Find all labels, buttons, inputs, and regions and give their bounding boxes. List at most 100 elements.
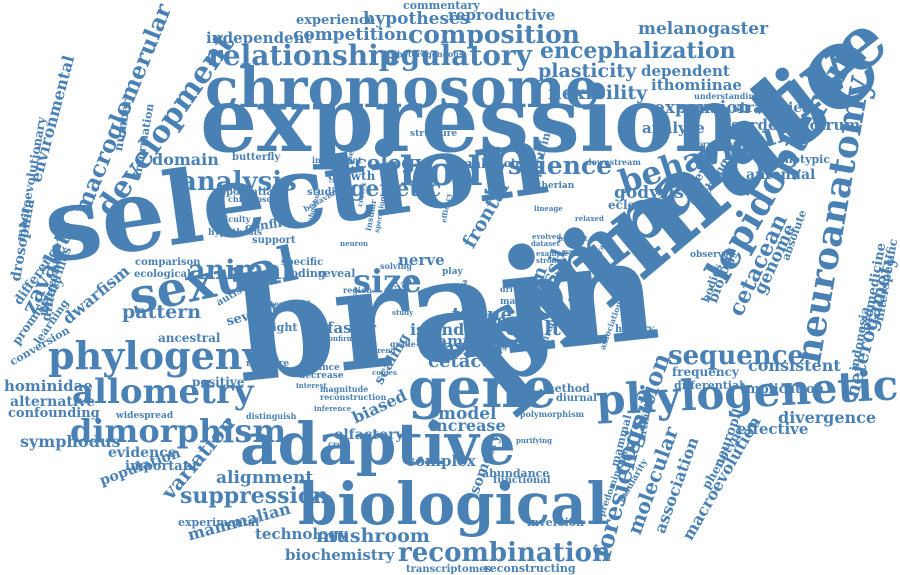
cloud-word-science: science <box>508 151 613 180</box>
cloud-word-alternative: alternative <box>10 394 96 410</box>
cloud-word-consistent: consistent <box>748 356 841 375</box>
cloud-word-disorder: disorder <box>715 116 786 134</box>
cloud-word-method: method <box>543 382 590 395</box>
cloud-word-example: example <box>536 249 569 258</box>
cloud-word-dimorphism: dimorphism <box>70 412 287 450</box>
cloud-word-antennal: antennal <box>746 167 816 183</box>
cloud-word-abundance: abundance <box>482 467 550 480</box>
cloud-word-faster: faster <box>327 319 376 337</box>
cloud-word-specific: specific <box>281 257 324 268</box>
cloud-word-reconstructing: reconstructing <box>484 562 576 575</box>
cloud-word-phylogeny: phylogeny <box>48 333 265 378</box>
cloud-word-size: size <box>353 262 422 300</box>
cloud-word-trend: trend <box>374 346 396 355</box>
cloud-word-phenotypic: phenotypic <box>762 153 831 166</box>
cloud-word-purifying: purifying <box>516 436 553 445</box>
cloud-word-experience: experience <box>296 13 376 28</box>
cloud-word-difficulty: difficulty <box>210 214 251 224</box>
cloud-word-ecology: ecology <box>342 150 427 174</box>
cloud-word-understanding: understanding <box>694 91 760 101</box>
cloud-word-frequency: frequency <box>672 365 739 379</box>
cloud-word-play: play <box>442 267 463 277</box>
cloud-word-alignment: alignment <box>216 468 314 488</box>
cloud-word-independent: independent <box>206 29 312 47</box>
cloud-word-evidence: evidence <box>108 445 177 461</box>
cloud-word-spectrum: spectrum <box>781 116 861 134</box>
cloud-word-potential: potential <box>226 187 277 198</box>
cloud-word-support: support <box>252 235 296 246</box>
cloud-word-masker: masker <box>500 339 533 349</box>
cloud-word-strategies: strategies <box>732 100 811 116</box>
cloud-word-reconstruction: reconstruction <box>320 392 387 402</box>
cloud-word-chromosome: chromosome <box>205 55 600 120</box>
cloud-word-technology: technology <box>255 525 348 543</box>
cloud-word-lineage: lineage <box>534 204 563 213</box>
cloud-word-coding: coding <box>284 267 326 280</box>
cloud-word-domain: domain <box>152 150 219 169</box>
cloud-word-gene: gene <box>408 355 557 420</box>
cloud-word-ithomiinae: ithomiinae <box>651 76 742 94</box>
cloud-word-genetic: genetic <box>350 176 442 202</box>
cloud-word-dependent: dependent <box>641 62 730 80</box>
cloud-word-polymorphism: polymorphism <box>520 409 585 419</box>
cloud-word-female: female <box>445 157 495 172</box>
cloud-word-decrease: decrease <box>299 371 344 381</box>
cloud-word-increase: increase <box>430 416 506 435</box>
cloud-word-reliance: reliance <box>299 363 340 373</box>
cloud-word-melanogaster: melanogaster <box>638 19 769 39</box>
cloud-word-clade: clade <box>568 294 592 304</box>
cloud-word-recombination: recombination <box>398 538 611 568</box>
cloud-word-diurnal: diurnal <box>556 393 597 404</box>
cloud-word-adaptive: adaptive <box>240 410 516 478</box>
cloud-word-ancestral: ancestral <box>158 331 221 345</box>
cloud-word-positive: positive <box>192 375 245 389</box>
cloud-word-hypotheses: hypotheses <box>363 9 470 29</box>
cloud-word-swamp: swamp <box>416 332 474 350</box>
cloud-word-symphodus: symphodus <box>20 432 121 451</box>
cloud-word-window: window <box>464 345 502 355</box>
cloud-word-godyris: godyris <box>614 183 684 203</box>
cloud-word-inference: inference <box>314 404 352 413</box>
cloud-word-hypothesis: hypothesis <box>208 228 263 238</box>
cloud-word-result: result <box>495 316 561 340</box>
cloud-word-allometry: allometry <box>72 372 254 412</box>
cloud-word-temporal: temporal <box>270 299 311 309</box>
cloud-word-mas: mas <box>424 336 465 357</box>
cloud-word-important: important <box>125 459 199 474</box>
cloud-word-analysis: analysis <box>180 167 297 197</box>
cloud-word-growth: growth <box>328 169 376 183</box>
cloud-word-grade: grade <box>390 339 416 349</box>
cloud-word-measure: measure <box>246 359 290 369</box>
cloud-word-pattern: pattern <box>122 301 202 323</box>
cloud-word-flexibility: flexibility <box>548 82 648 104</box>
cloud-word-body: body <box>400 148 506 195</box>
cloud-word-expansion: expansion <box>654 98 750 118</box>
cloud-word-encephalization: encephalization <box>540 38 736 64</box>
cloud-word-copies: copies <box>372 368 397 377</box>
cloud-word-crest: crest <box>328 439 351 449</box>
cloud-word-transcriptomes: transcriptomes <box>406 564 492 575</box>
cloud-word-dataset: dataset <box>531 239 560 248</box>
cloud-word-model: model <box>438 404 497 424</box>
cloud-word-divergence: divergence <box>778 408 877 427</box>
cloud-word-structure: structure <box>410 129 458 139</box>
cloud-word-heterogeneous: heterogeneous <box>397 49 464 59</box>
cloud-word-biological: biological <box>298 470 608 538</box>
cloud-word-confirm: confirm <box>324 334 355 343</box>
cloud-word-weight: weight <box>256 321 298 334</box>
cloud-word-commentary: commentary <box>403 0 480 12</box>
cloud-word-solving: solving <box>380 261 412 271</box>
cloud-word-olfactory: olfactory <box>334 427 404 443</box>
cloud-word-investment: investment <box>312 155 362 165</box>
cloud-word-observed: observed <box>690 250 736 260</box>
cloud-word-study: study <box>392 308 414 317</box>
cloud-word-relationship: relationship <box>208 39 399 72</box>
cloud-word-plasticity: plasticity <box>538 60 637 82</box>
cloud-word-evolved: evolved <box>532 232 562 241</box>
cloud-word-region: region <box>343 285 373 295</box>
cloud-word-suppression: suppression <box>180 483 329 509</box>
cloud-word-chromosomal: chromosomal <box>228 194 289 204</box>
cloud-word-experimental: experimental <box>178 516 260 529</box>
cloud-word-interest: interest <box>296 381 327 390</box>
